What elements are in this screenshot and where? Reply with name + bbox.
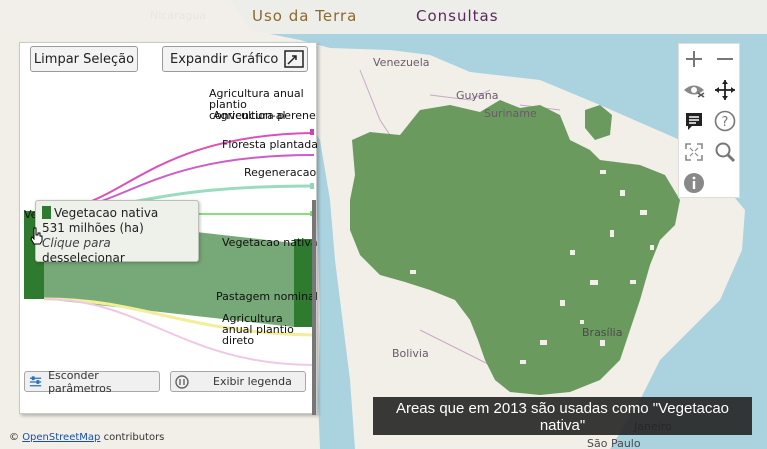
map-label-brasilia: Brasília: [582, 326, 623, 339]
map-label-venezuela: Venezuela: [373, 56, 430, 69]
tab-uso-da-terra[interactable]: Uso da Terra: [252, 7, 358, 25]
move-icon: [715, 80, 735, 100]
tooltip-swatch: [42, 206, 51, 219]
attribution-prefix: ©: [9, 432, 19, 443]
map-label-sao-paulo: São Paulo: [587, 437, 641, 449]
svg-text:?: ?: [722, 115, 729, 130]
map-label-suriname: Suriname: [484, 107, 537, 120]
expand-chart-button[interactable]: Expandir Gráfico: [162, 46, 308, 72]
info-button[interactable]: [679, 168, 709, 198]
scrollbar[interactable]: [312, 200, 316, 415]
legend-button[interactable]: [679, 106, 709, 136]
fullscreen-icon: [685, 143, 703, 161]
sankey-label-agri-perene: Agricultura perene: [213, 109, 316, 122]
tooltip-action[interactable]: desselecionar: [42, 251, 125, 265]
plus-icon: [686, 51, 702, 67]
clear-selection-button[interactable]: Limpar Seleção: [30, 46, 138, 72]
zoom-in-button[interactable]: [679, 44, 709, 74]
tooltip-click-word: Clique para: [42, 236, 111, 250]
legend-toggle-icon: [175, 374, 189, 389]
hide-parameters-button[interactable]: Esconder parâmetros: [24, 368, 160, 395]
sankey-link-pastagem: [43, 297, 314, 337]
eye-off-icon: [684, 85, 705, 98]
hand-cursor-icon: [30, 227, 43, 245]
sankey-label-agri-direto-text: Agricultura anual plantio direto: [222, 312, 294, 347]
osm-link[interactable]: OpenStreetMap: [22, 432, 101, 443]
sankey-label-regeneracao: Regeneracao: [244, 166, 317, 179]
sankey-panel: Limpar Seleção Expandir Gráfico Ve Agric…: [19, 42, 318, 415]
sankey-label-pastagem: Pastagem nominal: [216, 290, 318, 303]
expand-icon: [284, 50, 305, 68]
sankey-node-agri-conv: [310, 129, 314, 135]
sankey-node-floresta: [310, 183, 314, 189]
tooltip-title: Vegetacao nativa: [54, 206, 159, 220]
pan-button[interactable]: [710, 75, 740, 105]
attribution-suffix: contributors: [103, 432, 165, 443]
show-legend-button[interactable]: Exibir legenda: [170, 371, 306, 392]
sankey-tooltip: Vegetacao nativa 531 milhões (ha) Clique…: [35, 200, 199, 265]
map-caption: Areas que em 2013 são usadas como "Veget…: [373, 397, 752, 435]
map-attribution: © OpenStreetMap contributors: [9, 432, 164, 443]
sankey-label-source: Ve: [24, 208, 38, 221]
question-icon: ?: [714, 110, 736, 132]
sliders-icon: [29, 375, 42, 386]
hide-parameters-label: Esconder parâmetros: [48, 368, 112, 395]
tooltip-value: 531 milhões (ha): [42, 221, 144, 235]
show-legend-label: Exibir legenda: [213, 375, 292, 388]
minus-icon: [717, 58, 733, 60]
sankey-label-agri-direto: Agricultura anual plantio direto: [222, 313, 312, 346]
clear-selection-label: Limpar Seleção: [33, 51, 135, 67]
map-label-guyana: Guyana: [456, 89, 499, 102]
zoom-out-button[interactable]: [710, 44, 740, 74]
map-controls: ?: [678, 43, 740, 198]
sankey-link-agri-direto: [43, 298, 314, 366]
visibility-toggle-button[interactable]: [679, 75, 709, 105]
search-button[interactable]: [710, 137, 740, 167]
sankey-label-agri-conv: Agricultura anual plantio convencion-al: [209, 88, 314, 121]
search-icon: [715, 142, 736, 163]
tab-consultas[interactable]: Consultas: [416, 7, 499, 25]
sankey-label-agri-conv-text: Agricultura anual plantio convencion-al: [209, 87, 304, 122]
fullscreen-button[interactable]: [679, 137, 709, 167]
info-icon: [684, 173, 704, 193]
sankey-label-floresta: Floresta plantada: [222, 138, 318, 151]
sankey-node-vegetacao: [294, 239, 314, 327]
top-nav: Uso da Terra Consultas: [0, 0, 767, 34]
sankey-label-vegetacao: Vegetacao nativa: [222, 236, 318, 249]
help-button[interactable]: ?: [710, 106, 740, 136]
map-label-bolivia: Bolivia: [392, 347, 429, 360]
list-icon: [686, 113, 702, 130]
expand-chart-label: Expandir Gráfico: [170, 51, 279, 67]
